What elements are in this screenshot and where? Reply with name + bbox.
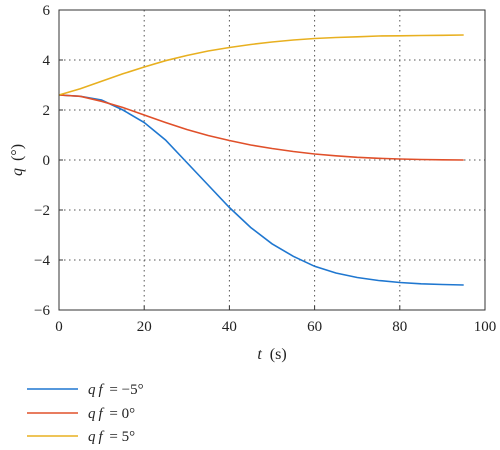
x-axis-label-var: t: [257, 346, 262, 363]
legend-label-qf-0: qf = 0°: [88, 406, 135, 422]
x-tick-label: 0: [55, 319, 63, 335]
series-line-1: [58, 94, 464, 161]
legend-value-qf-5: = 5°: [109, 429, 135, 445]
series-line-2: [58, 34, 464, 96]
legend: qf = −5° qf = 0° qf = 5°: [27, 382, 144, 445]
x-axis-label: t (s): [257, 346, 286, 363]
x-tick-label: 40: [222, 319, 237, 335]
x-axis-ticks: 0 20 40 60 80 100: [55, 306, 496, 335]
legend-var-qf-0: qf: [88, 406, 106, 422]
y-axis-label: q (°): [9, 144, 26, 176]
legend-label-qf-neg5: qf = −5°: [88, 382, 144, 398]
y-tick-label: −4: [34, 253, 50, 269]
y-tick-label: 4: [43, 53, 51, 69]
x-tick-label: 100: [474, 319, 497, 335]
y-tick-label: 0: [43, 153, 51, 169]
legend-value-qf-0: = 0°: [109, 406, 135, 422]
x-tick-label: 60: [307, 319, 322, 335]
y-tick-label: 2: [43, 103, 51, 119]
series-line-0: [58, 94, 464, 286]
x-tick-label: 80: [392, 319, 407, 335]
y-tick-label: −6: [34, 303, 50, 319]
x-tick-label: 20: [137, 319, 152, 335]
legend-var-qf-5: qf: [88, 429, 106, 445]
legend-label-qf-5: qf = 5°: [88, 429, 135, 445]
x-axis-label-unit: (s): [270, 346, 287, 363]
legend-var-qf-neg5: qf: [88, 382, 106, 398]
series-lines: [58, 34, 464, 286]
y-tick-label: −2: [34, 203, 50, 219]
y-axis-label-var: q: [9, 168, 26, 176]
y-axis-label-unit: (°): [9, 144, 26, 161]
legend-value-qf-neg5: = −5°: [109, 382, 143, 398]
y-axis-ticks: −6 −4 −2 0 2 4 6: [34, 3, 63, 319]
y-tick-label: 6: [43, 3, 51, 19]
